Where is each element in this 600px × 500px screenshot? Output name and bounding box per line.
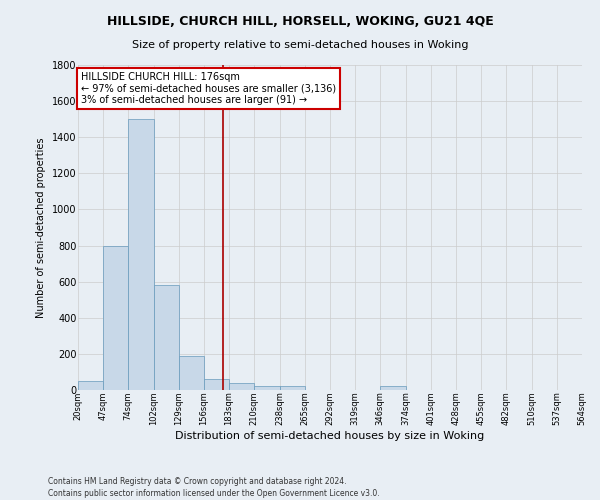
X-axis label: Distribution of semi-detached houses by size in Woking: Distribution of semi-detached houses by …: [175, 431, 485, 441]
Text: HILLSIDE, CHURCH HILL, HORSELL, WOKING, GU21 4QE: HILLSIDE, CHURCH HILL, HORSELL, WOKING, …: [107, 15, 493, 28]
Bar: [380, 386, 406, 390]
Bar: [204, 379, 229, 390]
Bar: [103, 246, 128, 390]
Bar: [154, 286, 179, 390]
Text: HILLSIDE CHURCH HILL: 176sqm
← 97% of semi-detached houses are smaller (3,136)
3: HILLSIDE CHURCH HILL: 176sqm ← 97% of se…: [81, 72, 336, 106]
Bar: [280, 386, 305, 390]
Bar: [128, 119, 154, 390]
Bar: [179, 356, 204, 390]
Text: Contains HM Land Registry data © Crown copyright and database right 2024.
Contai: Contains HM Land Registry data © Crown c…: [48, 476, 380, 498]
Bar: [78, 381, 103, 390]
Bar: [254, 386, 280, 390]
Text: Size of property relative to semi-detached houses in Woking: Size of property relative to semi-detach…: [132, 40, 468, 50]
Bar: [229, 383, 254, 390]
Y-axis label: Number of semi-detached properties: Number of semi-detached properties: [37, 137, 46, 318]
